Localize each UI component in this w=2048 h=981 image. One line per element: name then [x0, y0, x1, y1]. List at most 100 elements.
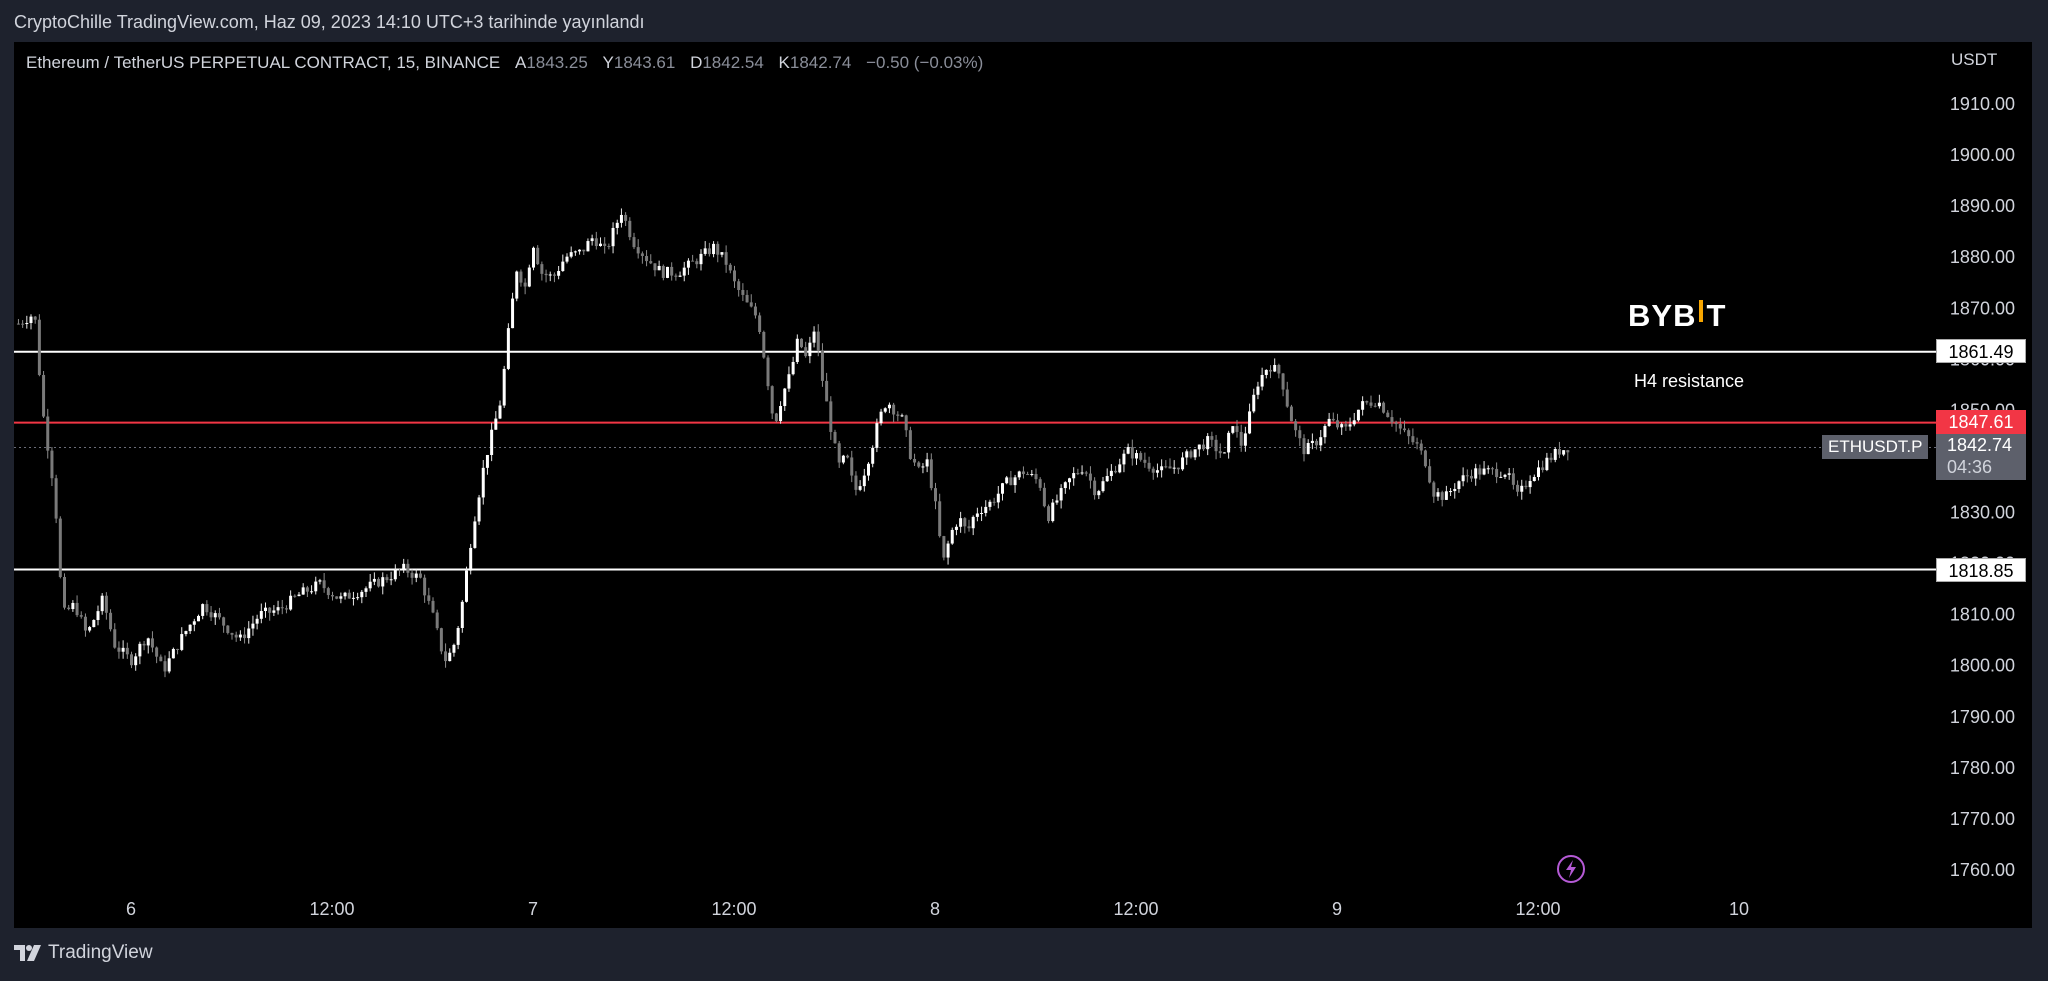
candle-body — [1218, 451, 1222, 454]
candle-body — [712, 243, 716, 255]
candle-body — [661, 265, 665, 278]
candle-body — [477, 497, 481, 522]
candle-body — [565, 256, 569, 262]
candle-body — [238, 634, 242, 638]
currency-label[interactable]: USDT — [1951, 50, 1998, 69]
open-label: A — [515, 53, 527, 72]
candle-body — [398, 570, 402, 572]
candle-body — [1490, 468, 1494, 470]
candle-body — [1273, 364, 1277, 372]
candle-body — [42, 374, 46, 417]
candle-body — [205, 604, 209, 613]
candle-body — [402, 563, 406, 571]
candle-body — [1160, 466, 1164, 471]
candle-body — [808, 342, 812, 357]
candle-body — [506, 328, 510, 369]
candle-body — [100, 595, 104, 612]
candle-body — [582, 249, 586, 252]
candle-body — [1197, 444, 1201, 450]
x-tick-label: 12:00 — [711, 899, 756, 919]
y-tick-label: 1810.00 — [1950, 605, 2015, 625]
candle-body — [854, 475, 858, 490]
tradingview-footer[interactable]: TradingView — [14, 942, 153, 964]
candle-body — [980, 512, 984, 514]
candle-body — [1444, 491, 1448, 500]
candle-body — [1528, 481, 1532, 488]
candle-body — [138, 643, 142, 657]
candle-body — [984, 506, 988, 513]
candle-body — [1222, 452, 1226, 454]
candle-body — [117, 647, 121, 652]
candle-body — [624, 214, 628, 221]
flash-icon[interactable] — [1556, 854, 1586, 884]
candle-body — [230, 632, 234, 635]
candle-body — [1315, 440, 1319, 446]
candle-body — [737, 281, 741, 290]
candle-body — [347, 592, 351, 599]
candle-body — [226, 625, 230, 633]
candle-body — [988, 501, 992, 507]
candle-body — [280, 607, 284, 609]
candle-body — [515, 271, 519, 299]
candle-body — [1084, 472, 1088, 474]
candle-body — [465, 570, 469, 602]
candle-body — [1432, 482, 1436, 497]
candle-body — [594, 238, 598, 247]
candle-body — [33, 316, 37, 320]
candle-body — [645, 255, 649, 262]
symbol-title[interactable]: Ethereum / TetherUS PERPETUAL CONTRACT, … — [26, 53, 501, 72]
candle-body — [1135, 453, 1139, 459]
candle-body — [435, 612, 439, 629]
candle-body — [276, 607, 280, 611]
candle-body — [310, 591, 314, 593]
candle-body — [1486, 468, 1490, 470]
candle-body — [917, 462, 921, 467]
candle-body — [1449, 491, 1453, 493]
candle-body — [774, 413, 778, 422]
tradingview-label: TradingView — [48, 942, 153, 963]
candle-body — [653, 263, 657, 271]
candle-body — [1549, 457, 1553, 460]
ticker-tag: ETHUSDT.P — [1822, 435, 1929, 459]
candle-body — [1356, 409, 1360, 421]
candle-body — [1419, 443, 1423, 451]
candle-body — [720, 252, 724, 255]
candle-body — [900, 415, 904, 417]
candle-body — [1478, 468, 1482, 475]
candle-body — [150, 638, 154, 648]
candle-body — [289, 595, 293, 610]
candle-body — [259, 611, 263, 619]
candle-body — [1495, 468, 1499, 478]
candle-body — [448, 652, 452, 662]
candle-body — [54, 478, 58, 519]
candle-body — [829, 401, 833, 432]
candle-body — [159, 656, 163, 662]
candle-body — [1021, 471, 1025, 475]
candle-body — [544, 273, 548, 276]
candle-body — [243, 634, 247, 639]
candle-body — [640, 253, 644, 256]
price-chart: 1910.001900.001890.001880.001870.001860.… — [14, 94, 2015, 919]
candle-body — [1348, 424, 1352, 427]
tradingview-logo-icon — [14, 945, 41, 961]
candle-body — [1403, 428, 1407, 431]
candle-body — [25, 323, 29, 325]
candle-body — [1511, 473, 1515, 485]
candle-body — [703, 248, 707, 254]
publish-caption: CryptoChille TradingView.com, Haz 09, 20… — [14, 12, 645, 32]
red-level-price-tag: 1847.61 — [1936, 410, 2026, 434]
candle-body — [1176, 467, 1180, 470]
candle-body — [297, 594, 301, 597]
candle-body — [770, 386, 774, 414]
candle-body — [766, 357, 770, 387]
candle-body — [217, 613, 221, 618]
candle-body — [996, 493, 1000, 503]
high-value: 1843.61 — [613, 53, 676, 72]
candle-body — [377, 578, 381, 587]
candle-body — [264, 607, 268, 612]
candle-body — [155, 647, 159, 657]
candle-body — [1097, 491, 1101, 496]
candle-body — [871, 447, 875, 464]
candle-body — [619, 214, 623, 223]
chart-area[interactable]: 1910.001900.001890.001880.001870.001860.… — [14, 42, 2032, 928]
